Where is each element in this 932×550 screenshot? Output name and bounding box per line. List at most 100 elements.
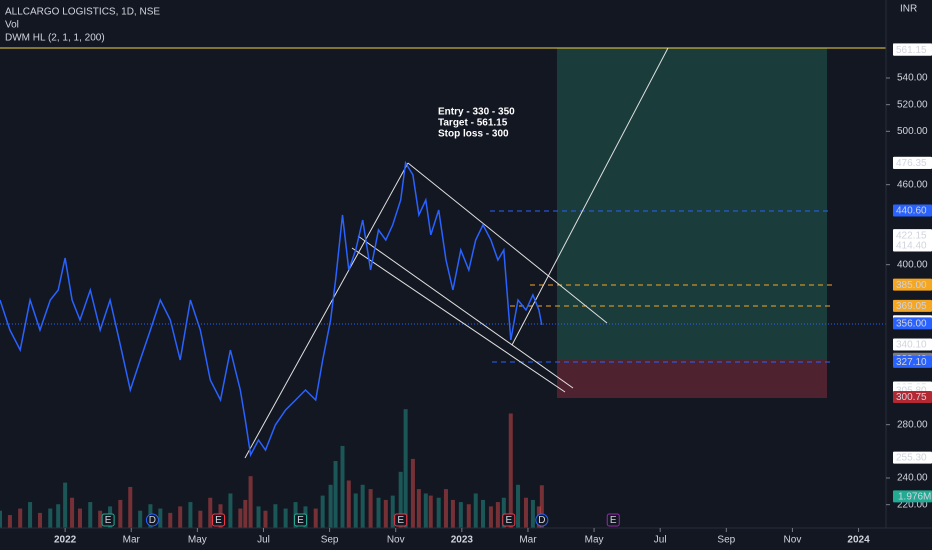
price-label-bg [893,355,932,368]
event-label: D [538,515,545,526]
y-tick-label: 400.00 [897,259,928,270]
event-marker [394,513,408,527]
price-label-bg [893,451,932,464]
volume-bar [256,506,261,528]
volume-bar [70,497,75,528]
currency: INR [900,4,917,15]
volume-bar [398,471,403,528]
volume-bar [346,480,351,528]
volume-bar [228,493,233,528]
event-label: E [397,515,404,526]
event-marker [145,513,159,527]
x-tick-label: 2023 [451,535,474,546]
volume-bar [273,504,278,528]
volume-bar [403,409,408,528]
x-tick-label: Jul [654,535,667,546]
price-label: 340.10 [896,340,927,351]
volume-bar [328,484,333,528]
volume-bar [243,499,248,528]
volume-bar [539,485,544,528]
event-marker [212,513,226,527]
volume-bar [188,502,193,528]
event-label: D [149,515,156,526]
x-tick-label: Sep [717,535,735,546]
volume-bar [138,510,143,528]
volume-bar [118,499,123,528]
volume-label-bg [893,490,932,503]
event-label: E [505,515,512,526]
annotation: Entry - 330 - 350 [438,107,515,118]
event-marker [502,513,516,527]
price-label: 255.30 [896,453,927,464]
indicator: DWM HL (2, 1, 1, 200) [5,33,105,44]
volume-bar [353,493,358,528]
volume-bar [88,502,93,528]
price-label-bg [893,204,932,217]
price-label: 476.35 [896,158,927,169]
volume-bar [410,458,415,528]
volume-bar [450,499,455,528]
price-label: 414.40 [896,241,927,252]
price-label: 422.15 [896,230,927,241]
price-label-bg [893,43,932,56]
volume-bar [436,497,441,528]
trend-line [244,162,409,459]
trend-line [407,162,608,324]
x-tick-label: Nov [387,535,405,546]
price-label-bg [893,391,932,403]
x-tick-label: May [585,535,604,546]
x-tick-label: Mar [519,535,537,546]
volume-bar [128,486,133,528]
volume-bar [383,499,388,528]
volume-bar [428,495,433,528]
volume-bar [508,413,513,528]
volume-bar [473,493,478,528]
price-label-bg [893,278,932,291]
volume-bar [98,510,103,528]
volume-bar [516,484,521,528]
volume-bar [488,506,493,528]
trend-line [351,247,566,393]
volume-bar [340,445,345,528]
event-marker [535,513,549,527]
event-label: E [610,515,617,526]
price-label-bg [893,317,932,330]
volume-bar [333,461,338,528]
price-label: 300.75 [896,392,927,403]
volume-bar [56,504,61,528]
y-tick-label: 240.00 [897,473,928,484]
trend-line [357,235,574,389]
volume-bar [38,512,43,528]
event-marker [101,513,115,527]
price-line [0,160,543,458]
price-label: 385.00 [896,280,927,291]
volume-bar [423,493,428,528]
event-label: E [297,515,304,526]
volume-bar [368,489,373,528]
y-tick-label: 220.00 [897,499,928,510]
volume-bar [208,497,213,528]
y-tick-label: 520.00 [897,99,928,110]
trend-line [511,47,669,346]
volume-bar [7,515,12,528]
x-tick-label: Jul [257,535,270,546]
volume-bar [63,482,68,528]
price-label: 440.60 [896,206,927,217]
price-label: 561.15 [896,45,927,56]
volume-bar [320,495,325,528]
price-label: 369.05 [896,301,927,312]
volume-bar [458,502,463,528]
event-label: E [215,515,222,526]
price-label-bg [893,239,932,252]
price-label-bg [893,229,932,242]
volume-bar [248,476,253,528]
price-label: 356.00 [896,318,927,329]
drawings [244,47,669,459]
volume-bar [501,497,506,528]
x-tick-label: 2022 [54,535,77,546]
volume-bar [530,499,535,528]
y-tick-label: 280.00 [897,419,928,430]
volume-bar [283,508,288,528]
volume-bar [198,510,203,528]
x-tick-label: Nov [784,535,802,546]
